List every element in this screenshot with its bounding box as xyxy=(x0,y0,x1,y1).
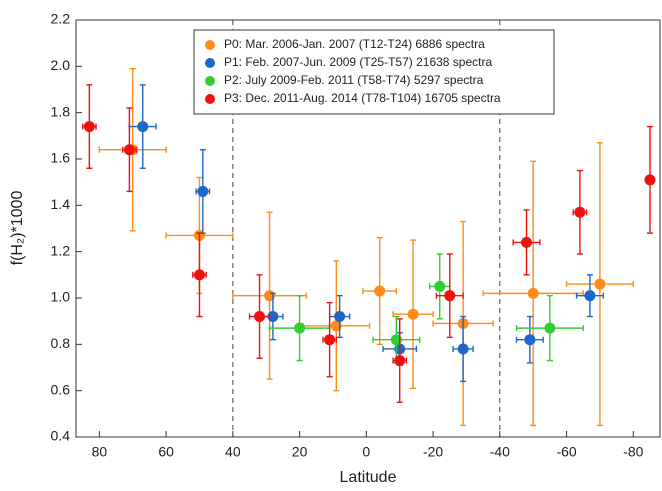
data-point xyxy=(197,185,209,197)
y-tick-label: 1.8 xyxy=(51,103,71,119)
y-tick-label: 0.8 xyxy=(51,335,71,351)
data-point xyxy=(524,334,536,346)
data-point xyxy=(407,308,419,320)
data-point xyxy=(594,278,606,290)
legend-label: P3: Dec. 2011-Aug. 2014 (T78-T104) 16705… xyxy=(224,91,501,105)
data-point xyxy=(294,322,306,334)
data-point xyxy=(584,290,596,302)
y-tick-label: 1.4 xyxy=(51,196,71,212)
x-axis-label: Latitude xyxy=(340,469,397,486)
y-tick-label: 0.6 xyxy=(51,381,71,397)
y-tick-label: 2.0 xyxy=(51,57,71,73)
data-point xyxy=(193,269,205,281)
x-tick-label: 60 xyxy=(158,444,174,460)
data-point xyxy=(334,311,346,323)
data-point xyxy=(521,236,533,248)
legend-marker xyxy=(205,40,215,50)
data-point xyxy=(83,121,95,133)
legend: P0: Mar. 2006-Jan. 2007 (T12-T24) 6886 s… xyxy=(193,29,555,115)
x-tick-label: -60 xyxy=(556,444,576,460)
data-point xyxy=(394,355,406,367)
data-point xyxy=(544,322,556,334)
legend-label: P2: July 2009-Feb. 2011 (T58-T74) 5297 s… xyxy=(224,73,484,87)
data-point xyxy=(444,290,456,302)
data-point xyxy=(123,144,135,156)
legend-marker xyxy=(205,58,215,68)
x-tick-label: 80 xyxy=(92,444,108,460)
data-point xyxy=(574,206,586,218)
legend-marker xyxy=(205,94,215,104)
legend-box xyxy=(193,29,555,115)
y-tick-label: 1.0 xyxy=(51,289,71,305)
y-tick-label: 1.2 xyxy=(51,242,71,258)
data-point xyxy=(527,287,539,299)
data-point xyxy=(137,121,149,133)
y-tick-label: 1.6 xyxy=(51,150,71,166)
data-point xyxy=(254,311,266,323)
data-point xyxy=(374,285,386,297)
data-point xyxy=(324,334,336,346)
data-point xyxy=(457,343,469,355)
legend-label: P1: Feb. 2007-Jun. 2009 (T25-T57) 21638 … xyxy=(224,55,492,69)
legend-label: P0: Mar. 2006-Jan. 2007 (T12-T24) 6886 s… xyxy=(224,37,485,51)
data-point xyxy=(644,174,656,186)
y-tick-label: 0.4 xyxy=(51,428,71,444)
plot-frame xyxy=(75,19,661,438)
x-tick-label: -40 xyxy=(490,444,510,460)
y-axis-label: f(H₂)*1000 xyxy=(9,191,26,266)
x-tick-label: -80 xyxy=(623,444,643,460)
x-tick-label: 40 xyxy=(225,444,241,460)
x-tick-label: -20 xyxy=(423,444,443,460)
data-point xyxy=(434,280,446,292)
legend-marker xyxy=(205,76,215,86)
x-tick-label: 0 xyxy=(362,444,370,460)
x-tick-label: 20 xyxy=(292,444,308,460)
y-tick-label: 2.2 xyxy=(51,11,71,27)
